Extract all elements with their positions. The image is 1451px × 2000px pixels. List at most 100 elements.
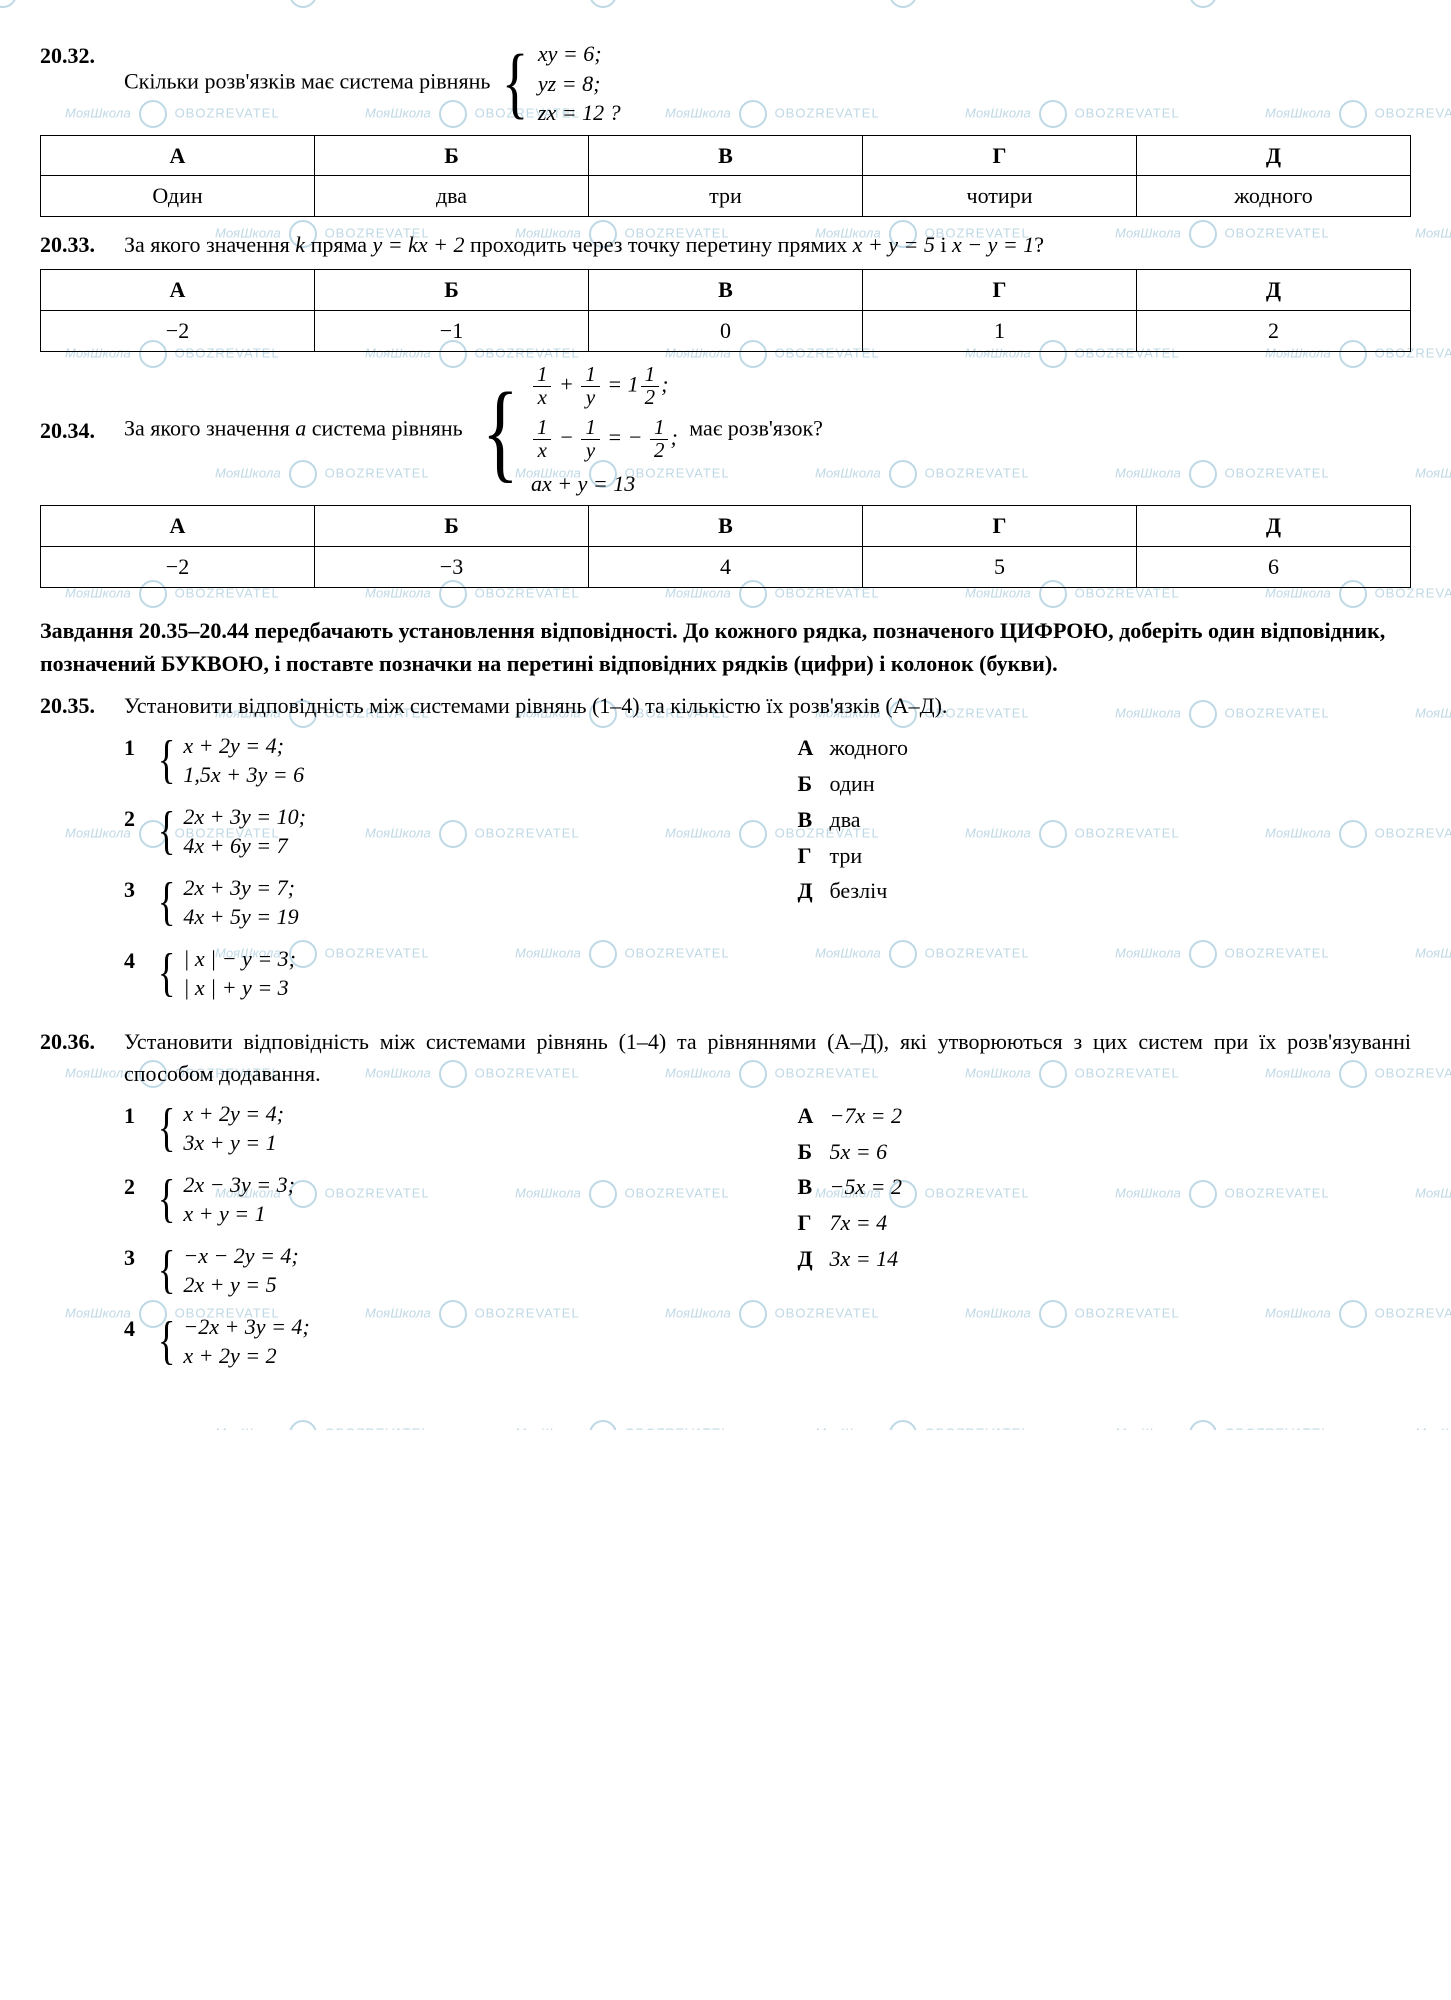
option-value: 7x = 4: [830, 1207, 888, 1239]
eq-line: 4x + 5y = 19: [183, 903, 298, 931]
system-of-equations: {2x + 3y = 10;4x + 6y = 7: [154, 803, 306, 860]
col-header: В: [589, 135, 863, 176]
problem-text: Установити відповідність між системами р…: [124, 1026, 1411, 1384]
match-index: 1: [124, 1100, 142, 1132]
eq-line: 2x − 3y = 3;: [183, 1171, 295, 1199]
answer-cell: 5: [863, 547, 1137, 588]
answer-table-20-34: А Б В Г Д −2 −3 4 5 6: [40, 505, 1411, 588]
eq-line: zx = 12 ?: [538, 99, 621, 127]
option-key: А: [798, 1100, 820, 1132]
option-value: жодного: [830, 732, 908, 764]
option-key: Б: [798, 1136, 820, 1168]
answer-table-20-32: А Б В Г Д Один два три чотири жодного: [40, 135, 1411, 218]
answer-cell: −2: [41, 311, 315, 352]
eq-line: 3x + y = 1: [183, 1129, 284, 1157]
txt: ?: [1034, 232, 1044, 257]
answer-cell: 0: [589, 311, 863, 352]
problem-number: 20.32.: [40, 40, 110, 72]
var-k: k: [295, 232, 305, 257]
problem-text: За якого значення a система рівнянь { 1x…: [124, 364, 1411, 497]
option-key: А: [798, 732, 820, 764]
system-of-equations: {−2x + 3y = 4;x + 2y = 2: [154, 1313, 310, 1370]
answer-cell: 6: [1137, 547, 1411, 588]
match-item: 4{| x | − y = 3;| x | + y = 3: [124, 945, 738, 1002]
problem-text: За якого значення k пряма y = kx + 2 про…: [124, 229, 1411, 261]
answer-cell: −3: [315, 547, 589, 588]
match-item: 3 {2x + 3y = 7;4x + 5y = 19: [124, 874, 738, 931]
system-of-equations: {2x + 3y = 7;4x + 5y = 19: [154, 874, 299, 931]
question-text: Скільки розв'язків має система рівнянь: [124, 68, 490, 93]
eq-line: 2x + 3y = 7;: [183, 874, 298, 902]
option-line: А −7x = 2: [798, 1100, 1412, 1132]
eq-line: x + 2y = 4;: [183, 732, 304, 760]
system-of-equations: {x + 2y = 4;3x + y = 1: [154, 1100, 284, 1157]
answer-cell: чотири: [863, 176, 1137, 217]
eq-line: ax + y = 13: [531, 470, 678, 498]
option-key: В: [798, 804, 820, 836]
match-index: 3: [124, 1242, 142, 1274]
answer-cell: −2: [41, 547, 315, 588]
match-index: 4: [124, 1313, 142, 1345]
eq-line: x + 2y = 2: [183, 1342, 309, 1370]
system-of-equations: { 1x + 1y = 112; 1x − 1y = − 12; ax + y …: [474, 364, 678, 497]
answer-cell: три: [589, 176, 863, 217]
option-value: 5x = 6: [830, 1136, 888, 1168]
problem-20-34: 20.34. За якого значення a система рівня…: [40, 364, 1411, 497]
txt: система рівнянь: [306, 416, 462, 441]
eq-line: | x | + y = 3: [183, 974, 296, 1002]
option-key: Б: [798, 768, 820, 800]
option-key: Г: [798, 840, 820, 872]
problem-20-36: 20.36. Установити відповідність між сист…: [40, 1026, 1411, 1384]
answer-cell: Один: [41, 176, 315, 217]
col-header: Г: [863, 506, 1137, 547]
problem-20-35: 20.35. Установити відповідність між сист…: [40, 690, 1411, 1016]
eq-line: yz = 8;: [538, 70, 621, 98]
system-of-equations: {2x − 3y = 3;x + y = 1: [154, 1171, 295, 1228]
answer-cell: 1: [863, 311, 1137, 352]
col-header: Г: [863, 270, 1137, 311]
system-of-equations: {| x | − y = 3;| x | + y = 3: [154, 945, 296, 1002]
option-key: Д: [798, 1243, 820, 1275]
option-key: В: [798, 1171, 820, 1203]
option-value: один: [830, 768, 875, 800]
option-line: Гтри: [798, 840, 1412, 872]
col-header: Б: [315, 506, 589, 547]
option-line: Дбезліч: [798, 875, 1412, 907]
option-value: два: [830, 804, 861, 836]
option-value: безліч: [830, 875, 888, 907]
problem-number: 20.35.: [40, 690, 110, 722]
match-item: 4 {−2x + 3y = 4;x + 2y = 2: [124, 1313, 738, 1370]
option-value: 3x = 14: [830, 1243, 899, 1275]
txt: За якого значення: [124, 232, 295, 257]
option-value: три: [830, 840, 863, 872]
answer-cell: жодного: [1137, 176, 1411, 217]
col-header: А: [41, 270, 315, 311]
eq-line: −2x + 3y = 4;: [183, 1313, 309, 1341]
eq: y = kx + 2: [373, 232, 465, 257]
question-text: Установити відповідність між системами р…: [124, 690, 1411, 722]
match-index: 3: [124, 874, 142, 906]
match-item: 2{2x − 3y = 3;x + y = 1: [124, 1171, 738, 1228]
eq-line: 1,5x + 3y = 6: [183, 761, 304, 789]
match-item: 1 {x + 2y = 4;1,5x + 3y = 6: [124, 732, 738, 789]
option-line: Бодин: [798, 768, 1412, 800]
option-line: Б 5x = 6: [798, 1136, 1412, 1168]
problem-20-33: 20.33. За якого значення k пряма y = kx …: [40, 229, 1411, 261]
match-index: 1: [124, 732, 142, 764]
option-value: −7x = 2: [830, 1100, 902, 1132]
system-of-equations: {x + 2y = 4;1,5x + 3y = 6: [154, 732, 304, 789]
col-header: Г: [863, 135, 1137, 176]
eq-line: 1x + 1y = 112;: [531, 364, 678, 409]
col-header: Б: [315, 135, 589, 176]
option-key: Д: [798, 875, 820, 907]
option-value: −5x = 2: [830, 1171, 902, 1203]
problem-text: Установити відповідність між системами р…: [124, 690, 1411, 1016]
problem-number: 20.36.: [40, 1026, 110, 1058]
txt: пряма: [305, 232, 372, 257]
option-line: Вдва: [798, 804, 1412, 836]
col-header: Д: [1137, 506, 1411, 547]
match-left: 1{x + 2y = 4;1,5x + 3y = 62{2x + 3y = 10…: [124, 732, 738, 1016]
eq-line: x + y = 1: [183, 1200, 295, 1228]
col-header: В: [589, 506, 863, 547]
col-header: А: [41, 506, 315, 547]
